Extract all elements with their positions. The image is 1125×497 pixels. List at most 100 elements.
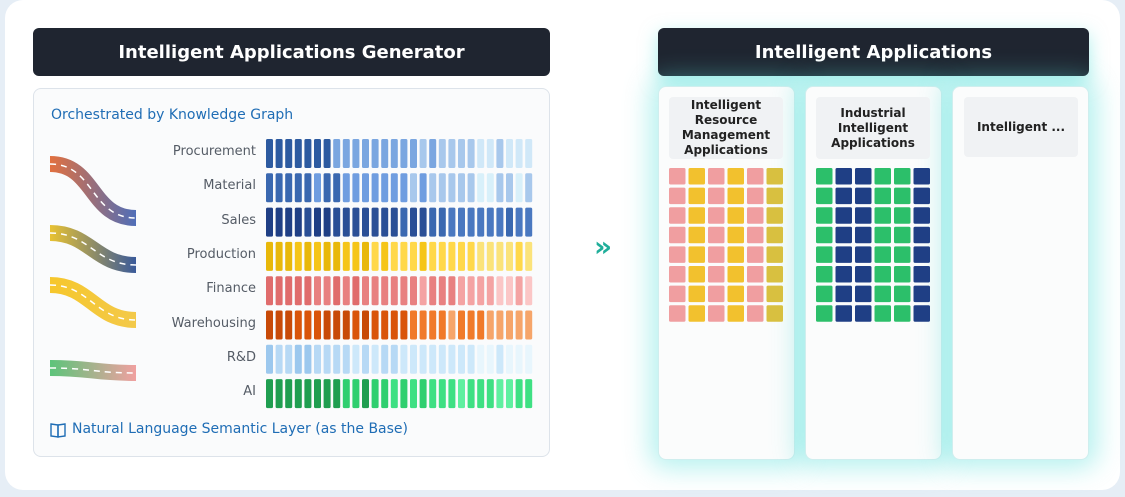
tile — [266, 344, 273, 374]
tile — [333, 344, 341, 374]
card-tile — [816, 305, 833, 322]
card-tile — [894, 285, 911, 303]
tile — [448, 139, 456, 168]
card-tile — [766, 226, 783, 244]
tile — [486, 379, 494, 409]
tile — [275, 344, 283, 374]
tile — [342, 173, 350, 203]
card-tile — [835, 285, 852, 303]
tile — [275, 173, 283, 203]
card-tile — [708, 187, 725, 205]
tile — [390, 379, 398, 409]
tile — [477, 276, 485, 306]
tile — [515, 207, 523, 237]
card-tile — [747, 305, 764, 322]
card-tile — [766, 305, 783, 322]
tile — [333, 207, 341, 237]
tile — [352, 207, 360, 237]
tile — [477, 173, 485, 203]
tile — [477, 241, 485, 271]
tile — [314, 139, 321, 168]
tile — [314, 241, 321, 271]
tile — [275, 379, 283, 409]
card-tile — [708, 266, 725, 283]
card-tile — [816, 207, 833, 224]
tile — [304, 241, 312, 271]
card-tile — [747, 266, 764, 283]
card-tile — [874, 226, 891, 244]
card-tile — [894, 207, 911, 224]
card-tile — [855, 187, 872, 205]
tile — [486, 344, 494, 374]
card-tile — [894, 187, 911, 205]
card-tile — [688, 168, 705, 185]
tile — [467, 379, 475, 409]
tile — [333, 310, 341, 340]
tile — [342, 344, 350, 374]
tile — [381, 139, 389, 168]
tile — [429, 310, 437, 340]
tile — [438, 173, 446, 203]
tile — [314, 173, 321, 203]
tile — [266, 276, 273, 306]
tile — [410, 310, 417, 340]
card-tile — [894, 226, 911, 244]
card-tile — [708, 226, 725, 244]
tile — [496, 310, 504, 340]
tile — [525, 207, 533, 237]
tile — [371, 241, 379, 271]
tile — [352, 276, 360, 306]
card-tile — [688, 226, 705, 244]
tile — [410, 173, 417, 203]
row-label: Warehousing — [171, 315, 256, 331]
card-tile — [669, 246, 686, 263]
tile — [333, 173, 341, 203]
card-tile — [669, 207, 686, 224]
tile — [515, 139, 523, 168]
card-tile — [747, 187, 764, 205]
card-tile — [816, 285, 833, 303]
tile — [371, 207, 379, 237]
card-tile — [816, 226, 833, 244]
tile — [390, 241, 398, 271]
card-tile — [727, 305, 744, 322]
card-label: Intelligent ... — [964, 97, 1078, 157]
tile — [525, 139, 533, 168]
tile — [352, 139, 360, 168]
tile — [352, 241, 360, 271]
tile — [285, 173, 293, 203]
tile — [458, 207, 465, 237]
tile — [352, 173, 360, 203]
tile — [314, 310, 321, 340]
card-tile — [835, 266, 852, 283]
tile — [410, 139, 417, 168]
tile — [381, 379, 389, 409]
road-dash — [49, 284, 137, 321]
tile — [266, 139, 273, 168]
tile — [438, 379, 446, 409]
tile — [371, 173, 379, 203]
tile — [342, 139, 350, 168]
tile — [304, 207, 312, 237]
tile — [400, 207, 408, 237]
tile — [477, 344, 485, 374]
card-tile — [688, 266, 705, 283]
tile — [362, 310, 369, 340]
row-label: Production — [186, 246, 256, 262]
tile — [390, 173, 398, 203]
card-tile — [727, 285, 744, 303]
tile — [285, 379, 293, 409]
tile — [496, 207, 504, 237]
tile — [371, 344, 379, 374]
tile — [429, 344, 437, 374]
tile — [467, 344, 475, 374]
tile — [362, 379, 369, 409]
tile — [496, 173, 504, 203]
card-tile — [688, 305, 705, 322]
tile — [419, 207, 427, 237]
road-dash — [49, 232, 137, 266]
tile — [410, 344, 417, 374]
tile — [362, 139, 369, 168]
card-tile — [855, 207, 872, 224]
card-label: Industrial Intelligent Applications — [816, 97, 930, 159]
